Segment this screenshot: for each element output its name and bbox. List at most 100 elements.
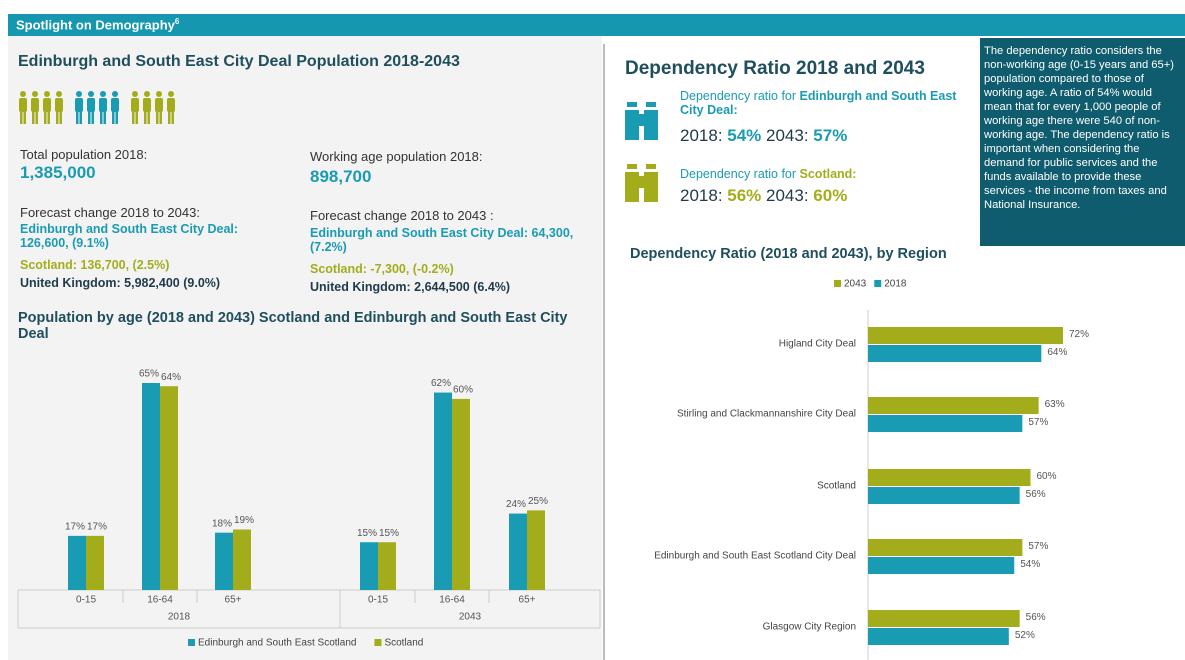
legend-swatch	[188, 639, 195, 646]
dependency-values: 2018: 56% 2043: 60%	[680, 186, 847, 206]
value-label: 19%	[234, 515, 254, 526]
legend-label: 2043	[844, 279, 867, 290]
year: 2018:	[680, 186, 728, 205]
value-label: 60%	[1037, 471, 1057, 482]
x-tick-label: 0-15	[368, 595, 388, 606]
bar	[868, 415, 1023, 432]
dependency-text: Dependency ratio for Scotland:	[680, 167, 856, 181]
total-change-line: United Kingdom: 5,982,400 (9.0%)	[20, 276, 221, 290]
bar	[868, 557, 1015, 574]
value-label: 63%	[1045, 399, 1065, 410]
bar	[868, 397, 1039, 414]
x-tick-label: 65+	[519, 595, 536, 606]
bar	[233, 529, 251, 590]
area: Edinburgh and South East City Deal:	[680, 89, 957, 117]
value-label: 17%	[87, 522, 107, 533]
ratio: 60%	[813, 186, 848, 205]
year: 2043:	[761, 126, 814, 145]
value-label: 64%	[161, 372, 181, 383]
bar	[360, 542, 378, 590]
bar	[509, 513, 527, 590]
bar	[160, 386, 178, 590]
dependency-values: 2018: 54% 2043: 57%	[680, 126, 847, 146]
value-label: 56%	[1026, 612, 1046, 623]
bar	[868, 628, 1009, 645]
value-label: 56%	[1026, 489, 1046, 500]
banner-title: Spotlight on Demography6	[16, 17, 179, 32]
binoculars-icon	[625, 164, 658, 202]
total-change-line: Edinburgh and South East City Deal: 126,…	[20, 222, 239, 250]
y-tick-label: Higland City Deal	[779, 339, 856, 350]
value-label: 64%	[1047, 347, 1067, 358]
value-label: 18%	[212, 518, 232, 529]
legend-label: 2018	[884, 279, 907, 290]
working-change-label: Forecast change 2018 to 2043 :	[310, 208, 494, 223]
bar	[452, 398, 470, 590]
value-label: 17%	[65, 522, 85, 533]
bar	[868, 327, 1063, 344]
year: 2018:	[680, 126, 728, 145]
year: 2043:	[761, 186, 814, 205]
area: Scotland:	[799, 167, 857, 181]
bar	[86, 535, 104, 590]
group-label: 2043	[459, 612, 482, 623]
bar	[142, 383, 160, 590]
total-label: Total population 2018:	[20, 147, 148, 162]
bar	[68, 535, 86, 590]
group-label: 2018	[168, 612, 191, 623]
value-label: 54%	[1020, 559, 1040, 570]
left-panel	[8, 36, 602, 660]
legend-swatch	[874, 280, 882, 287]
ratio: 54%	[727, 126, 762, 145]
working-label: Working age population 2018:	[310, 149, 483, 164]
total-change-label: Forecast change 2018 to 2043:	[20, 205, 200, 220]
value-label: 62%	[431, 378, 451, 389]
y-tick-label: Edinburgh and South East Scotland City D…	[654, 551, 856, 562]
working-value: 898,700	[310, 167, 372, 186]
chart-title: Dependency Ratio (2018 and 2043), by Reg…	[630, 246, 947, 262]
legend-label: Scotland	[384, 638, 423, 649]
bar	[868, 610, 1020, 627]
total-value: 1,385,000	[20, 163, 96, 182]
legend-swatch	[374, 639, 382, 646]
legend-swatch	[834, 280, 841, 287]
value-label: 65%	[139, 369, 159, 380]
legend-label: Edinburgh and South East Scotland	[198, 638, 356, 649]
population-title: Edinburgh and South East City Deal Popul…	[18, 53, 460, 70]
bar	[868, 469, 1031, 486]
value-label: 25%	[528, 496, 548, 507]
x-tick-label: 0-15	[76, 595, 96, 606]
dependency-title: Dependency Ratio 2018 and 2043	[625, 58, 925, 79]
working-change-line: Edinburgh and South East City Deal: 64,3…	[310, 226, 574, 254]
y-tick-label: Glasgow City Region	[763, 622, 856, 633]
prefix: Dependency ratio for	[680, 167, 800, 181]
value-label: 15%	[357, 528, 377, 539]
x-tick-label: 16-64	[147, 595, 173, 606]
working-change-line: Scotland: -7,300, (-0.2%)	[310, 262, 454, 276]
bar	[434, 392, 452, 590]
x-tick-label: 65+	[225, 595, 242, 606]
value-label: 60%	[453, 385, 473, 396]
x-tick-label: 16-64	[439, 595, 465, 606]
total-change-line: Scotland: 136,700, (2.5%)	[20, 258, 170, 272]
bar	[868, 487, 1020, 504]
value-label: 24%	[506, 499, 526, 510]
value-label: 57%	[1028, 417, 1048, 428]
bar	[868, 539, 1023, 556]
note-ref: 6	[174, 17, 180, 26]
binoculars-icon	[625, 102, 658, 140]
value-label: 52%	[1015, 630, 1035, 641]
banner	[8, 14, 1185, 36]
ratio: 57%	[813, 126, 848, 145]
chart-title: Population by age (2018 and 2043) Scotla…	[18, 310, 568, 342]
bar	[527, 510, 545, 590]
y-tick-label: Stirling and Clackmannanshire City Deal	[677, 409, 856, 420]
value-label: 72%	[1069, 329, 1089, 340]
bar	[215, 532, 233, 590]
ratio: 56%	[727, 186, 762, 205]
divider	[603, 44, 605, 660]
y-tick-label: Scotland	[817, 481, 856, 492]
working-change-line: United Kingdom: 2,644,500 (6.4%)	[310, 280, 511, 294]
